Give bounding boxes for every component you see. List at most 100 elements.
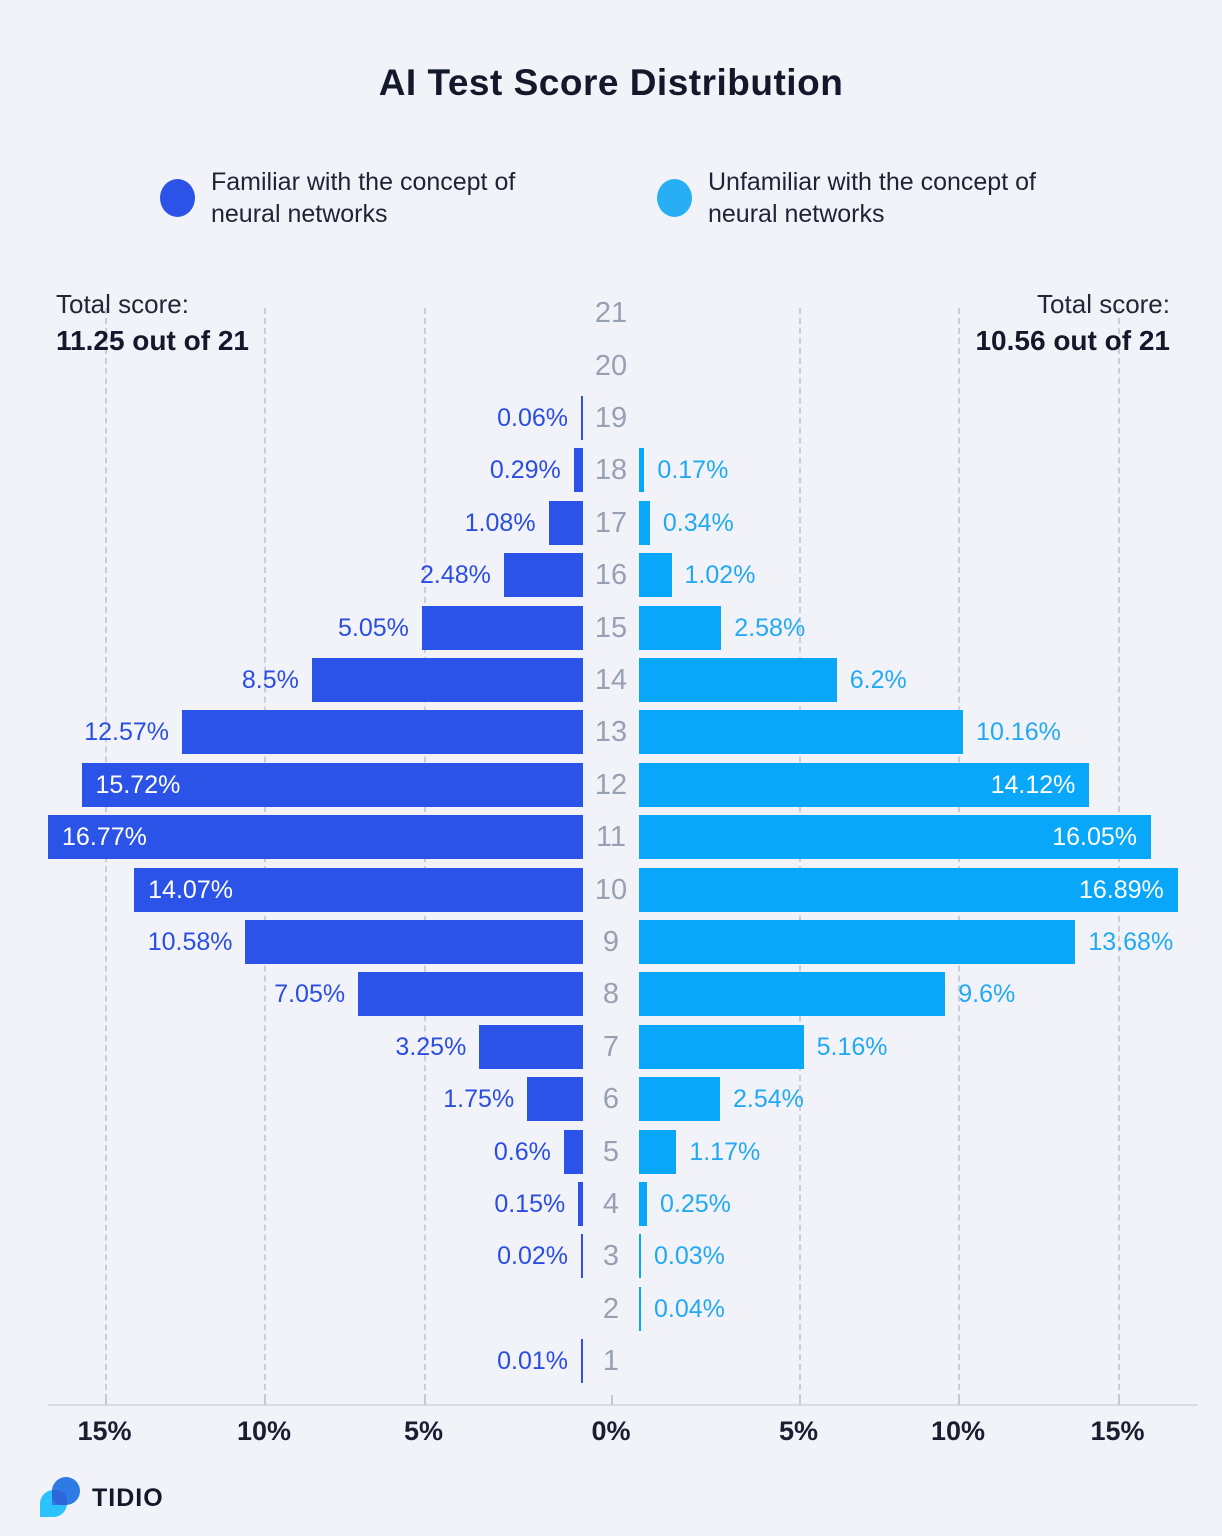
bar-familiar-score-15 [421, 605, 583, 650]
bar-familiar-score-1 [581, 1339, 583, 1384]
bar-familiar-score-3 [581, 1234, 583, 1279]
value-label-familiar-score-17: 1.08% [464, 508, 536, 537]
bar-unfamiliar-score-5 [639, 1129, 677, 1174]
bar-familiar-score-17 [548, 500, 583, 545]
brand-logo: TIDIO [40, 1476, 164, 1520]
bar-unfamiliar-score-6 [639, 1077, 721, 1122]
legend-dot-familiar-icon [160, 179, 195, 217]
value-label-unfamiliar-score-15: 2.58% [734, 613, 806, 642]
bar-unfamiliar-score-4 [639, 1182, 647, 1226]
x-axis-tick-0% [611, 1395, 613, 1405]
value-label-unfamiliar-score-4: 0.25% [659, 1190, 731, 1218]
value-label-unfamiliar-score-17: 0.34% [662, 508, 734, 537]
x-axis-label-10%: 10% [236, 1416, 292, 1446]
score-label-19: 19 [594, 402, 628, 434]
bar-familiar-score-10 [134, 867, 583, 912]
bar-unfamiliar-score-16 [639, 553, 672, 598]
bar-unfamiliar-score-13 [639, 710, 964, 755]
score-label-6: 6 [602, 1083, 620, 1116]
bar-familiar-score-12 [81, 762, 583, 807]
value-label-unfamiliar-score-6: 2.54% [733, 1085, 804, 1114]
value-label-familiar-score-12: 15.72% [95, 770, 181, 799]
score-label-13: 13 [594, 716, 628, 749]
value-label-unfamiliar-score-13: 10.16% [976, 718, 1061, 747]
score-label-7: 7 [602, 1030, 620, 1063]
x-axis-tick-15% [104, 1395, 107, 1405]
x-axis-tick-10% [958, 1395, 960, 1405]
value-label-familiar-score-3: 0.02% [497, 1242, 568, 1271]
score-label-15: 15 [594, 611, 628, 644]
value-label-unfamiliar-score-2: 0.04% [654, 1294, 725, 1323]
score-label-17: 17 [594, 506, 628, 539]
bar-unfamiliar-score-3 [639, 1234, 641, 1279]
score-label-8: 8 [602, 978, 620, 1011]
score-label-14: 14 [594, 664, 628, 696]
value-label-unfamiliar-score-10: 16.89% [1078, 875, 1164, 904]
value-label-familiar-score-13: 12.57% [84, 718, 170, 747]
bar-familiar-score-5 [563, 1129, 583, 1174]
total-score-unfamiliar-value: 10.56 out of 21 [975, 325, 1170, 356]
bar-unfamiliar-score-11 [639, 815, 1151, 860]
score-label-2: 2 [602, 1292, 620, 1325]
value-label-familiar-score-16: 2.48% [419, 561, 491, 590]
bar-familiar-score-8 [358, 972, 583, 1017]
value-label-familiar-score-5: 0.6% [493, 1137, 551, 1166]
value-label-familiar-score-19: 0.06% [497, 404, 568, 432]
brand-name: TIDIO [92, 1483, 164, 1512]
score-label-10: 10 [594, 873, 628, 906]
bar-unfamiliar-score-18 [639, 448, 645, 493]
chart-title: AI Test Score Distribution [378, 62, 844, 103]
total-score-unfamiliar-label: Total score: [1037, 289, 1170, 319]
value-label-familiar-score-18: 0.29% [489, 456, 561, 485]
value-label-unfamiliar-score-16: 1.02% [684, 561, 756, 590]
score-label-3: 3 [602, 1240, 620, 1273]
bar-unfamiliar-score-14 [639, 658, 837, 702]
score-label-16: 16 [594, 559, 628, 592]
legend-label-unfamiliar: Unfamiliar with the concept of neural ne… [708, 168, 1036, 228]
value-label-unfamiliar-score-18: 0.17% [657, 456, 729, 485]
bar-familiar-score-11 [48, 815, 583, 860]
bar-unfamiliar-score-7 [639, 1024, 804, 1069]
total-score-familiar: Total score: 11.25 out of 21 [56, 288, 249, 357]
score-label-20: 20 [594, 349, 628, 382]
x-axis-label-10%: 10% [930, 1416, 986, 1446]
score-label-5: 5 [602, 1135, 620, 1168]
bar-unfamiliar-score-17 [639, 500, 650, 545]
x-axis-label-0%: 0% [591, 1416, 631, 1446]
value-label-familiar-score-6: 1.75% [443, 1085, 515, 1114]
x-axis-label-5%: 5% [403, 1416, 444, 1446]
bar-unfamiliar-score-8 [639, 972, 946, 1017]
value-label-unfamiliar-score-3: 0.03% [654, 1242, 725, 1271]
bar-familiar-score-7 [479, 1024, 583, 1069]
score-label-1: 1 [602, 1345, 620, 1378]
total-score-unfamiliar: Total score: 10.56 out of 21 [975, 288, 1170, 357]
x-axis-tick-15% [1117, 1395, 1120, 1405]
legend-item-unfamiliar: Unfamiliar with the concept of neural ne… [657, 166, 1053, 230]
bar-unfamiliar-score-12 [639, 762, 1090, 807]
bar-familiar-score-13 [182, 710, 583, 755]
legend-item-familiar: Familiar with the concept of neural netw… [160, 166, 556, 230]
bar-unfamiliar-score-15 [639, 605, 722, 650]
x-axis-label-5%: 5% [778, 1416, 819, 1446]
value-label-unfamiliar-score-11: 16.05% [1052, 823, 1137, 852]
value-label-familiar-score-14: 8.5% [241, 666, 299, 694]
bar-unfamiliar-score-2 [639, 1286, 641, 1331]
bar-familiar-score-9 [245, 920, 583, 964]
x-axis-tick-5% [798, 1395, 801, 1405]
value-label-unfamiliar-score-5: 1.17% [689, 1137, 761, 1166]
score-label-12: 12 [594, 768, 628, 801]
bar-familiar-score-4 [578, 1182, 583, 1226]
x-axis-line [48, 1404, 1198, 1406]
score-label-4: 4 [602, 1188, 620, 1220]
x-axis-label-15%: 15% [77, 1416, 132, 1446]
bar-unfamiliar-score-10 [639, 867, 1178, 912]
tidio-logo-icon [40, 1476, 82, 1520]
value-label-unfamiliar-score-9: 13.68% [1088, 928, 1174, 956]
total-score-familiar-value: 11.25 out of 21 [56, 325, 249, 356]
score-label-18: 18 [594, 454, 628, 487]
value-label-familiar-score-1: 0.01% [497, 1347, 568, 1376]
value-label-familiar-score-11: 16.77% [62, 823, 147, 852]
value-label-familiar-score-10: 14.07% [148, 875, 233, 904]
bar-familiar-score-14 [311, 658, 583, 702]
